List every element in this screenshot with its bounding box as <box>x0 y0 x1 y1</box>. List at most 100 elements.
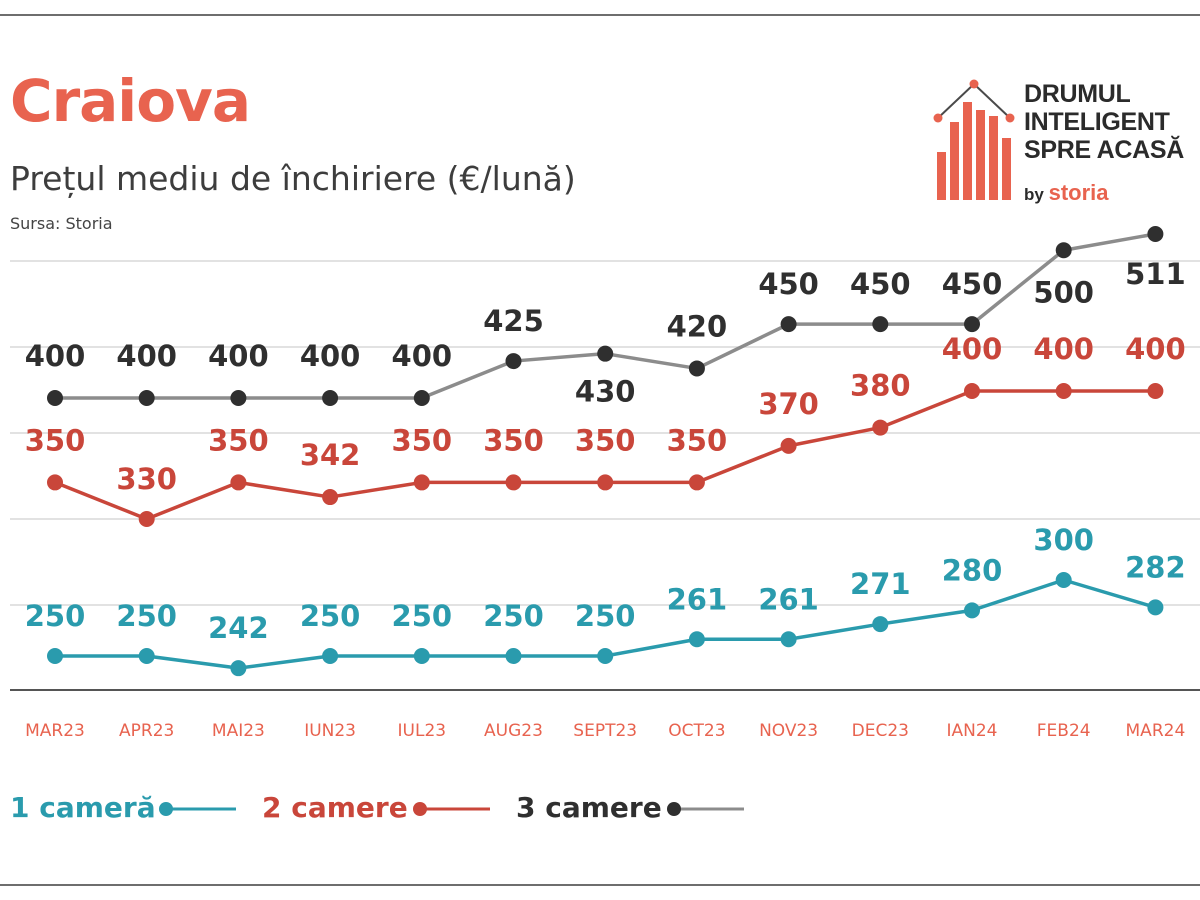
data-point <box>872 316 889 333</box>
x-tick-label: DEC23 <box>852 721 909 741</box>
data-point <box>230 660 247 677</box>
data-label: 450 <box>758 267 819 301</box>
chart-title: Craiova <box>10 67 251 135</box>
data-point <box>872 616 889 633</box>
logo-byline: by storia <box>1024 180 1109 206</box>
data-point <box>1147 383 1164 399</box>
x-tick-label: FEB24 <box>1037 721 1091 741</box>
data-label: 342 <box>300 438 361 472</box>
legend-swatch-1-room <box>159 802 236 816</box>
data-point <box>138 511 155 527</box>
data-label: 271 <box>850 567 911 601</box>
logo-line-2: INTELIGENT <box>1024 108 1170 136</box>
data-label: 250 <box>300 599 361 633</box>
data-label: 242 <box>208 611 269 645</box>
data-label: 250 <box>575 599 636 633</box>
x-tick-label: MAR24 <box>1126 721 1186 741</box>
data-point <box>780 437 797 454</box>
storia-logo: DRUMUL INTELIGENT SPRE ACASĂ by storia <box>928 76 1190 206</box>
data-label: 300 <box>1033 523 1094 557</box>
legend-item-2-rooms: 2 camere <box>262 790 490 826</box>
data-label: 400 <box>300 339 361 373</box>
data-point <box>780 316 797 333</box>
x-tick-label: OCT23 <box>668 721 725 741</box>
data-label: 330 <box>116 462 177 496</box>
data-label: 400 <box>392 339 453 373</box>
data-label: 400 <box>208 339 269 373</box>
data-point <box>688 360 705 377</box>
chart-subtitle: Prețul mediu de închiriere (€/lună) <box>10 159 576 198</box>
x-tick-label: MAI23 <box>212 721 265 741</box>
x-tick-label: SEPT23 <box>573 721 637 741</box>
data-point <box>964 383 980 399</box>
legend-swatch-2-rooms <box>413 802 490 816</box>
data-point <box>597 345 614 362</box>
x-tick-label: IUL23 <box>398 721 447 741</box>
data-point <box>413 474 430 491</box>
legend-label-2-rooms: 2 camere <box>262 791 408 824</box>
data-point <box>1055 572 1072 588</box>
data-label: 250 <box>392 599 453 633</box>
logo-line-1: DRUMUL <box>1024 80 1131 108</box>
bottom-border <box>0 884 1200 886</box>
data-point <box>597 648 614 664</box>
x-tick-label: AUG23 <box>484 721 543 741</box>
data-point <box>964 316 980 333</box>
data-label: 250 <box>483 599 544 633</box>
data-label: 400 <box>942 332 1003 366</box>
data-label: 280 <box>942 553 1003 587</box>
x-tick-label: IUN23 <box>304 721 356 741</box>
data-point <box>322 390 339 406</box>
data-label: 500 <box>1033 275 1094 309</box>
logo-brand: storia <box>1048 180 1109 205</box>
legend-label-3-rooms: 3 camere <box>516 791 662 824</box>
data-label: 380 <box>850 369 911 403</box>
series-line-3 <box>55 232 1156 400</box>
data-label: 400 <box>25 339 86 373</box>
logo-text: DRUMUL INTELIGENT SPRE ACASĂ <box>1024 80 1184 164</box>
data-point <box>780 631 797 648</box>
data-point <box>322 489 339 506</box>
data-label: 400 <box>116 339 177 373</box>
data-point <box>138 390 155 406</box>
data-point <box>230 390 247 406</box>
data-label: 450 <box>850 267 911 301</box>
data-label: 350 <box>208 423 269 457</box>
data-label: 400 <box>1033 332 1094 366</box>
data-label: 261 <box>667 582 728 616</box>
top-border <box>0 14 1200 16</box>
data-point <box>505 353 522 370</box>
data-label: 400 <box>1125 332 1186 366</box>
data-point <box>47 474 63 491</box>
chart-source: Sursa: Storia <box>10 214 113 233</box>
data-label: 350 <box>667 423 728 457</box>
data-label: 250 <box>25 599 86 633</box>
legend-item-1-room: 1 cameră <box>10 790 236 826</box>
data-point <box>872 419 889 436</box>
data-point <box>505 648 522 664</box>
legend-label-1-room: 1 cameră <box>10 791 156 824</box>
data-point <box>413 390 430 406</box>
data-label: 282 <box>1125 550 1186 584</box>
data-label: 420 <box>667 309 728 343</box>
data-point <box>688 631 705 648</box>
data-label: 450 <box>942 267 1003 301</box>
data-label: 261 <box>758 582 819 616</box>
data-point <box>964 602 980 619</box>
data-label: 425 <box>483 304 544 338</box>
data-point <box>688 474 705 491</box>
data-point <box>413 648 430 664</box>
legend-item-3-rooms: 3 camere <box>516 790 744 826</box>
house-bars-icon <box>933 79 1015 200</box>
data-point <box>1147 226 1164 242</box>
data-point <box>47 648 63 664</box>
logo-by: by <box>1024 185 1044 204</box>
data-label: 511 <box>1125 257 1186 291</box>
legend-swatch-3-rooms <box>667 802 744 816</box>
data-label: 350 <box>483 423 544 457</box>
data-label: 350 <box>392 423 453 457</box>
data-label: 250 <box>116 599 177 633</box>
data-point <box>505 474 522 491</box>
x-tick-label: NOV23 <box>759 721 818 741</box>
data-point <box>1055 383 1072 399</box>
